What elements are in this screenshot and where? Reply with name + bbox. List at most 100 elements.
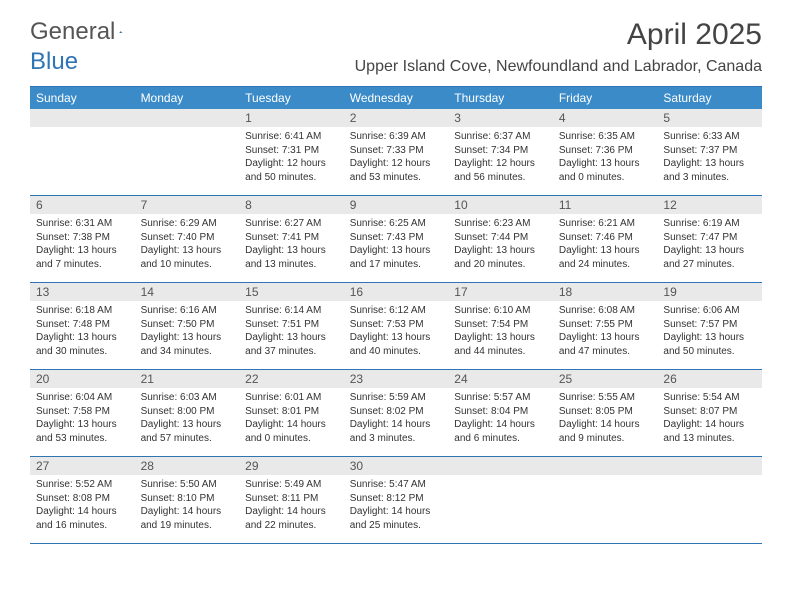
sunset-line: Sunset: 7:58 PM: [36, 405, 129, 419]
sunset-line: Sunset: 8:02 PM: [350, 405, 443, 419]
day-number: 14: [135, 283, 240, 301]
sunset-line: Sunset: 7:57 PM: [663, 318, 756, 332]
sunset-line: Sunset: 7:34 PM: [454, 144, 547, 158]
empty-day-bar: [448, 457, 553, 475]
day-number: 3: [448, 109, 553, 127]
sunrise-line: Sunrise: 6:03 AM: [141, 391, 234, 405]
daylight-line: Daylight: 13 hours and 17 minutes.: [350, 244, 443, 271]
sunrise-line: Sunrise: 5:59 AM: [350, 391, 443, 405]
day-body: Sunrise: 5:52 AMSunset: 8:08 PMDaylight:…: [30, 475, 135, 536]
daylight-line: Daylight: 13 hours and 47 minutes.: [559, 331, 652, 358]
sunset-line: Sunset: 7:51 PM: [245, 318, 338, 332]
sunrise-line: Sunrise: 6:37 AM: [454, 130, 547, 144]
daylight-line: Daylight: 13 hours and 13 minutes.: [245, 244, 338, 271]
day-cell: 8Sunrise: 6:27 AMSunset: 7:41 PMDaylight…: [239, 196, 344, 282]
day-cell: 10 Sunrise: 6:23 AMSunset: 7:44 PMDayligh…: [448, 196, 553, 282]
sunrise-line: Sunrise: 5:50 AM: [141, 478, 234, 492]
day-body: Sunrise: 6:29 AMSunset: 7:40 PMDaylight:…: [135, 214, 240, 275]
day-body: Sunrise: 6:21 AMSunset: 7:46 PMDaylight:…: [553, 214, 658, 275]
weekday-header-row: SundayMondayTuesdayWednesdayThursdayFrid…: [30, 87, 762, 109]
sunset-line: Sunset: 7:33 PM: [350, 144, 443, 158]
sunrise-line: Sunrise: 6:19 AM: [663, 217, 756, 231]
day-body: Sunrise: 6:12 AMSunset: 7:53 PMDaylight:…: [344, 301, 449, 362]
sunset-line: Sunset: 8:00 PM: [141, 405, 234, 419]
day-cell: 23Sunrise: 5:59 AMSunset: 8:02 PMDayligh…: [344, 370, 449, 456]
sunrise-line: Sunrise: 6:25 AM: [350, 217, 443, 231]
day-cell: 17Sunrise: 6:10 AMSunset: 7:54 PMDayligh…: [448, 283, 553, 369]
logo: General: [30, 18, 143, 46]
daylight-line: Daylight: 14 hours and 3 minutes.: [350, 418, 443, 445]
day-number: 24: [448, 370, 553, 388]
daylight-line: Daylight: 13 hours and 57 minutes.: [141, 418, 234, 445]
day-cell: 11Sunrise: 6:21 AMSunset: 7:46 PMDayligh…: [553, 196, 658, 282]
day-number: 28: [135, 457, 240, 475]
daylight-line: Daylight: 13 hours and 20 minutes.: [454, 244, 547, 271]
daylight-line: Daylight: 13 hours and 7 minutes.: [36, 244, 129, 271]
daylight-line: Daylight: 14 hours and 19 minutes.: [141, 505, 234, 532]
day-body: Sunrise: 6:27 AMSunset: 7:41 PMDaylight:…: [239, 214, 344, 275]
day-number: 6: [30, 196, 135, 214]
day-number: 12: [657, 196, 762, 214]
day-number: 29: [239, 457, 344, 475]
day-cell: 9Sunrise: 6:25 AMSunset: 7:43 PMDaylight…: [344, 196, 449, 282]
sunrise-line: Sunrise: 5:54 AM: [663, 391, 756, 405]
daylight-line: Daylight: 13 hours and 37 minutes.: [245, 331, 338, 358]
week-row: 20Sunrise: 6:04 AMSunset: 7:58 PMDayligh…: [30, 370, 762, 457]
day-cell: 22Sunrise: 6:01 AMSunset: 8:01 PMDayligh…: [239, 370, 344, 456]
day-cell: 24Sunrise: 5:57 AMSunset: 8:04 PMDayligh…: [448, 370, 553, 456]
weekday-friday: Friday: [553, 87, 658, 109]
day-number: 17: [448, 283, 553, 301]
sunrise-line: Sunrise: 6:23 AM: [454, 217, 547, 231]
sunrise-line: Sunrise: 6:29 AM: [141, 217, 234, 231]
daylight-line: Daylight: 14 hours and 13 minutes.: [663, 418, 756, 445]
weekday-wednesday: Wednesday: [344, 87, 449, 109]
day-cell: 14Sunrise: 6:16 AMSunset: 7:50 PMDayligh…: [135, 283, 240, 369]
empty-day-bar: [30, 109, 135, 127]
sunset-line: Sunset: 7:47 PM: [663, 231, 756, 245]
day-body: Sunrise: 5:57 AMSunset: 8:04 PMDaylight:…: [448, 388, 553, 449]
sunrise-line: Sunrise: 5:55 AM: [559, 391, 652, 405]
day-body: Sunrise: 6:18 AMSunset: 7:48 PMDaylight:…: [30, 301, 135, 362]
day-number: 8: [239, 196, 344, 214]
day-cell: 27Sunrise: 5:52 AMSunset: 8:08 PMDayligh…: [30, 457, 135, 543]
sunrise-line: Sunrise: 6:35 AM: [559, 130, 652, 144]
header: General April 2025 Upper Island Cove, Ne…: [0, 0, 792, 80]
day-cell: 6Sunrise: 6:31 AMSunset: 7:38 PMDaylight…: [30, 196, 135, 282]
week-row: 1Sunrise: 6:41 AMSunset: 7:31 PMDaylight…: [30, 109, 762, 196]
calendar: SundayMondayTuesdayWednesdayThursdayFrid…: [30, 86, 762, 544]
day-body: Sunrise: 6:16 AMSunset: 7:50 PMDaylight:…: [135, 301, 240, 362]
sunset-line: Sunset: 7:46 PM: [559, 231, 652, 245]
empty-day-bar: [657, 457, 762, 475]
week-row: 13Sunrise: 6:18 AMSunset: 7:48 PMDayligh…: [30, 283, 762, 370]
sunrise-line: Sunrise: 6:18 AM: [36, 304, 129, 318]
daylight-line: Daylight: 12 hours and 56 minutes.: [454, 157, 547, 184]
day-body: Sunrise: 6:10 AMSunset: 7:54 PMDaylight:…: [448, 301, 553, 362]
day-cell: 18Sunrise: 6:08 AMSunset: 7:55 PMDayligh…: [553, 283, 658, 369]
weekday-saturday: Saturday: [657, 87, 762, 109]
day-number: 26: [657, 370, 762, 388]
day-body: Sunrise: 5:54 AMSunset: 8:07 PMDaylight:…: [657, 388, 762, 449]
day-body: Sunrise: 5:50 AMSunset: 8:10 PMDaylight:…: [135, 475, 240, 536]
sunrise-line: Sunrise: 5:49 AM: [245, 478, 338, 492]
day-body: Sunrise: 6:35 AMSunset: 7:36 PMDaylight:…: [553, 127, 658, 188]
day-number: 25: [553, 370, 658, 388]
sunrise-line: Sunrise: 6:27 AM: [245, 217, 338, 231]
sunset-line: Sunset: 7:44 PM: [454, 231, 547, 245]
location-text: Upper Island Cove, Newfoundland and Labr…: [355, 58, 762, 76]
day-number: 27: [30, 457, 135, 475]
sunset-line: Sunset: 7:48 PM: [36, 318, 129, 332]
day-number: 10: [448, 196, 553, 214]
day-body: Sunrise: 6:19 AMSunset: 7:47 PMDaylight:…: [657, 214, 762, 275]
logo-sail-icon: [119, 23, 123, 41]
day-body: Sunrise: 6:33 AMSunset: 7:37 PMDaylight:…: [657, 127, 762, 188]
sunrise-line: Sunrise: 6:41 AM: [245, 130, 338, 144]
daylight-line: Daylight: 13 hours and 50 minutes.: [663, 331, 756, 358]
sunset-line: Sunset: 8:07 PM: [663, 405, 756, 419]
sunrise-line: Sunrise: 6:12 AM: [350, 304, 443, 318]
day-body: Sunrise: 6:14 AMSunset: 7:51 PMDaylight:…: [239, 301, 344, 362]
sunset-line: Sunset: 8:04 PM: [454, 405, 547, 419]
empty-cell: [448, 457, 553, 543]
sunrise-line: Sunrise: 6:08 AM: [559, 304, 652, 318]
day-cell: 15Sunrise: 6:14 AMSunset: 7:51 PMDayligh…: [239, 283, 344, 369]
day-body: Sunrise: 6:06 AMSunset: 7:57 PMDaylight:…: [657, 301, 762, 362]
